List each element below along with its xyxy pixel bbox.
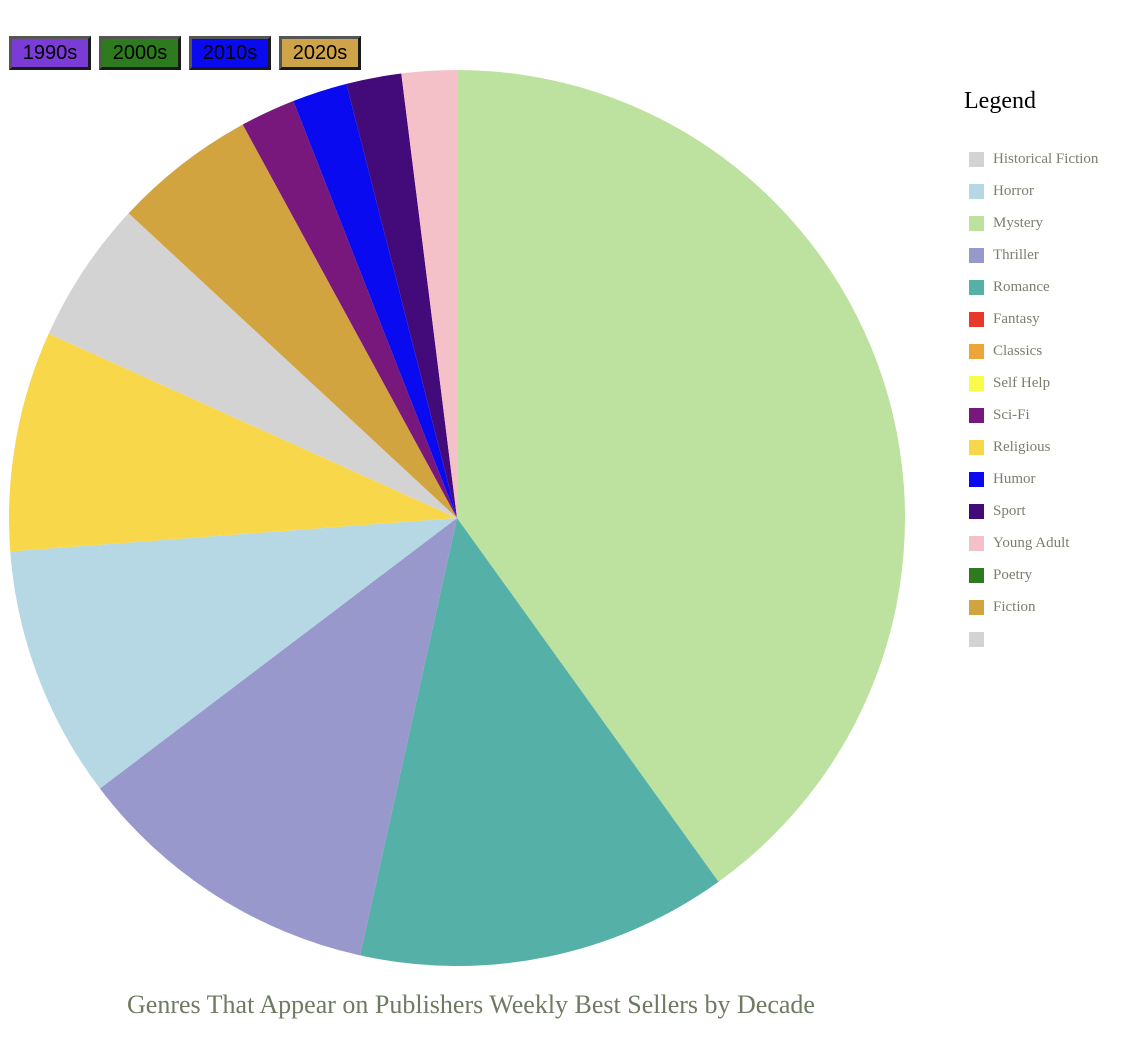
legend-list: Historical Fiction Horror Mystery Thriller R… — [964, 143, 1122, 655]
legend-item: Romance — [969, 271, 1122, 303]
decade-button-2020s[interactable]: 2020s — [279, 36, 361, 70]
decade-button-2010s[interactable]: 2010s — [189, 36, 271, 70]
legend-swatch — [969, 215, 984, 231]
legend-label: Humor — [993, 470, 1036, 487]
legend-title: Legend — [964, 88, 1036, 114]
legend-label: Young Adult — [993, 534, 1070, 551]
legend-label: Fiction — [993, 598, 1036, 615]
legend-item — [969, 623, 1122, 655]
pie-slice-thriller — [99, 518, 457, 956]
pie-slice-sci-fi — [242, 100, 457, 518]
legend-item: Humor — [969, 463, 1122, 495]
legend-item: Thriller — [969, 239, 1122, 271]
legend: Legend Historical Fiction Horror Mystery Th… — [964, 84, 1122, 655]
pie-slice-religious — [8, 333, 457, 552]
pie-slice-young-adult — [401, 70, 457, 518]
legend-item: Religious — [969, 431, 1122, 463]
legend-swatch — [969, 247, 984, 263]
legend-swatch — [969, 599, 984, 615]
legend-swatch — [969, 151, 984, 167]
legend-item: Classics — [969, 335, 1122, 367]
legend-swatch — [969, 343, 984, 359]
legend-label: Religious — [993, 438, 1051, 455]
legend-label: Self Help — [993, 374, 1051, 391]
legend-item: Sport — [969, 495, 1122, 527]
legend-label: Classics — [993, 342, 1043, 359]
legend-item: Historical Fiction — [969, 143, 1122, 175]
pie-slice-historical-fiction — [48, 213, 458, 518]
legend-swatch — [969, 631, 984, 647]
legend-item: Fantasy — [969, 303, 1122, 335]
legend-swatch — [969, 567, 984, 583]
pie-slice-fiction — [128, 124, 457, 518]
legend-item: Horror — [969, 175, 1122, 207]
legend-item: Young Adult — [969, 527, 1122, 559]
legend-swatch — [969, 503, 984, 519]
legend-item: Fiction — [969, 591, 1122, 623]
legend-swatch — [969, 311, 984, 327]
legend-swatch — [969, 535, 984, 551]
legend-label: Mystery — [993, 214, 1043, 231]
chart-title: Genres That Appear on Publishers Weekly … — [127, 990, 815, 1019]
legend-label: Horror — [993, 182, 1034, 199]
legend-item: Self Help — [969, 367, 1122, 399]
legend-label: Thriller — [993, 246, 1039, 263]
legend-label: Sport — [993, 502, 1026, 519]
legend-swatch — [969, 471, 984, 487]
pie-slice-mystery — [457, 70, 906, 882]
pie-slice-humor — [293, 83, 457, 518]
legend-label: Sci-Fi — [993, 406, 1030, 423]
legend-label: Romance — [993, 278, 1050, 295]
legend-swatch — [969, 183, 984, 199]
legend-item: Poetry — [969, 559, 1122, 591]
legend-item: Mystery — [969, 207, 1122, 239]
decade-selector: 1990s 2000s 2010s 2020s — [9, 36, 361, 70]
pie-slice-horror — [10, 518, 457, 789]
legend-item: Sci-Fi — [969, 399, 1122, 431]
legend-label: Fantasy — [993, 310, 1040, 327]
pie-slice-sport — [346, 73, 457, 518]
legend-swatch — [969, 279, 984, 295]
legend-swatch — [969, 407, 984, 423]
legend-label: Poetry — [993, 566, 1033, 583]
legend-swatch — [969, 439, 984, 455]
pie-slice-romance — [360, 518, 719, 966]
legend-label: Historical Fiction — [993, 150, 1099, 167]
decade-button-2000s[interactable]: 2000s — [99, 36, 181, 70]
decade-button-1990s[interactable]: 1990s — [9, 36, 91, 70]
legend-swatch — [969, 375, 984, 391]
